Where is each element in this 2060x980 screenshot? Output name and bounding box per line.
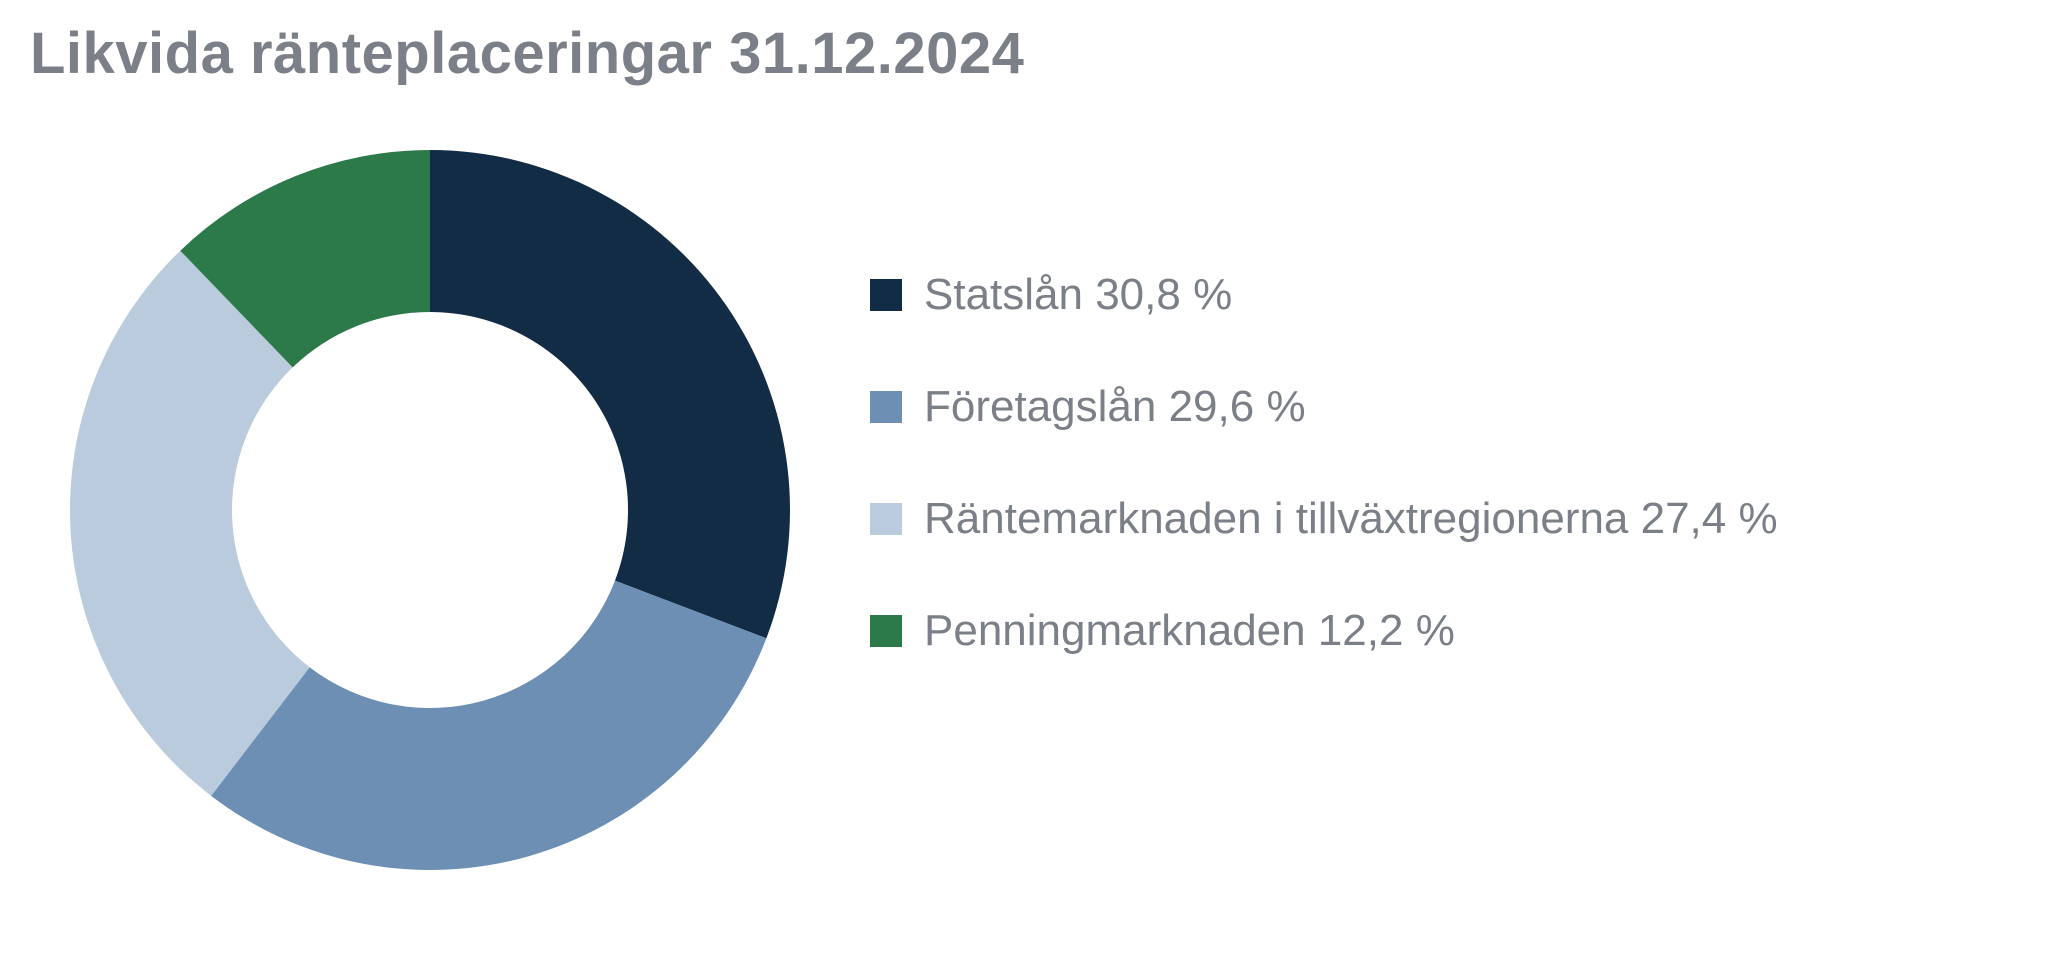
donut-slice <box>211 581 766 870</box>
chart-title: Likvida ränteplaceringar 31.12.2024 <box>30 20 1024 87</box>
legend-swatch <box>870 503 902 535</box>
legend-label: Statslån 30,8 % <box>924 270 1232 320</box>
donut-svg <box>70 150 790 870</box>
legend-label: Företagslån 29,6 % <box>924 382 1306 432</box>
legend-swatch <box>870 391 902 423</box>
legend-item: Räntemarknaden i tillväxtregionerna 27,4… <box>870 494 1778 544</box>
legend-swatch <box>870 615 902 647</box>
chart-container: Likvida ränteplaceringar 31.12.2024 Stat… <box>0 0 2060 980</box>
donut-slice <box>430 150 790 638</box>
donut-chart <box>70 150 790 870</box>
legend-item: Statslån 30,8 % <box>870 270 1778 320</box>
legend-label: Penningmarknaden 12,2 % <box>924 606 1455 656</box>
legend-item: Penningmarknaden 12,2 % <box>870 606 1778 656</box>
legend-item: Företagslån 29,6 % <box>870 382 1778 432</box>
legend: Statslån 30,8 % Företagslån 29,6 % Räntema… <box>870 270 1778 656</box>
legend-swatch <box>870 279 902 311</box>
legend-label: Räntemarknaden i tillväxtregionerna 27,4… <box>924 494 1778 544</box>
